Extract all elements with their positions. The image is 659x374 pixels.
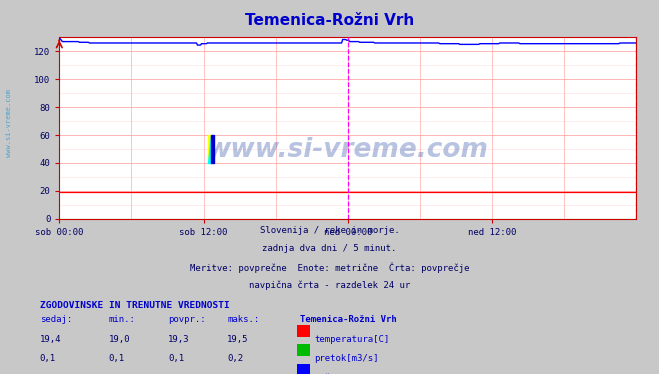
Text: www.si-vreme.com: www.si-vreme.com <box>5 89 12 157</box>
Text: navpična črta - razdelek 24 ur: navpična črta - razdelek 24 ur <box>249 280 410 289</box>
Text: maks.:: maks.: <box>227 315 260 324</box>
Text: 0,2: 0,2 <box>227 354 243 363</box>
Text: Temenica-Rožni Vrh: Temenica-Rožni Vrh <box>245 13 414 28</box>
Text: 0,1: 0,1 <box>168 354 184 363</box>
Polygon shape <box>208 135 210 163</box>
Polygon shape <box>208 135 210 163</box>
Text: Temenica-Rožni Vrh: Temenica-Rožni Vrh <box>300 315 397 324</box>
Text: Meritve: povprečne  Enote: metrične  Črta: povprečje: Meritve: povprečne Enote: metrične Črta:… <box>190 262 469 273</box>
Text: 19,3: 19,3 <box>168 335 190 344</box>
Text: ZGODOVINSKE IN TRENUTNE VREDNOSTI: ZGODOVINSKE IN TRENUTNE VREDNOSTI <box>40 301 229 310</box>
Text: 19,0: 19,0 <box>109 335 130 344</box>
Text: zadnja dva dni / 5 minut.: zadnja dva dni / 5 minut. <box>262 244 397 253</box>
Text: www.si-vreme.com: www.si-vreme.com <box>207 137 488 163</box>
Polygon shape <box>210 135 214 163</box>
Text: min.:: min.: <box>109 315 136 324</box>
Text: 0,1: 0,1 <box>40 354 55 363</box>
Text: Slovenija / reke in morje.: Slovenija / reke in morje. <box>260 226 399 235</box>
Text: povpr.:: povpr.: <box>168 315 206 324</box>
Text: pretok[m3/s]: pretok[m3/s] <box>314 354 379 363</box>
Text: temperatura[C]: temperatura[C] <box>314 335 389 344</box>
Text: sedaj:: sedaj: <box>40 315 72 324</box>
Text: 0,1: 0,1 <box>109 354 125 363</box>
Text: 19,5: 19,5 <box>227 335 249 344</box>
Text: 19,4: 19,4 <box>40 335 61 344</box>
